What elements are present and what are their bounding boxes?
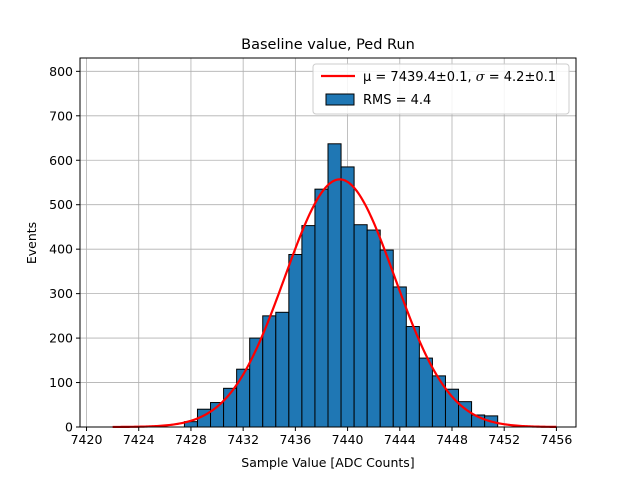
histogram-bar [236,368,251,428]
histogram-bar [431,375,446,428]
x-tick-label: 7428 [175,432,207,447]
gaussian-fit [112,178,557,429]
histogram-bar [379,249,394,428]
y-tick-label: 800 [49,64,73,79]
y-tick-label: 600 [49,153,73,168]
y-axis-ticks: 0 100 200 300 400 500 600 700 800 [49,64,80,435]
legend-fit-label: μ = 7439.4±0.1, σ = 4.2±0.1 [363,70,556,85]
y-tick-label: 500 [49,197,73,212]
axes-frame [79,57,577,428]
histogram-bar [340,166,355,428]
y-tick-label: 200 [49,331,73,346]
histogram-bar [444,388,460,428]
histogram-bar [353,224,368,428]
histogram-bar [405,326,420,428]
x-axis-ticks: 7420 7424 7428 7432 7436 7440 7444 7448 7452 7456 [71,427,573,447]
legend-histogram-swatch [325,93,355,106]
chart-title: Baseline value, Ped Run [241,37,415,53]
histogram-bar [301,225,316,428]
histogram-bar [288,254,303,428]
fit-curve [112,178,557,429]
legend: μ = 7439.4±0.1, σ = 4.2±0.1 RMS = 4.4 [312,63,570,115]
x-tick-label: 7440 [332,432,364,447]
y-tick-label: 400 [49,242,73,257]
x-tick-label: 7420 [71,432,103,447]
x-tick-label: 7444 [384,432,416,447]
histogram-bar [327,143,342,428]
y-tick-label: 100 [49,375,73,390]
y-axis-label: Events [24,222,39,264]
histogram-bar [275,311,290,428]
y-tick-label: 300 [49,286,73,301]
y-tick-label: 700 [49,108,73,123]
x-tick-label: 7452 [488,432,520,447]
x-tick-label: 7424 [123,432,155,447]
histogram-bar [392,286,407,428]
x-tick-label: 7448 [436,432,468,447]
histogram-bar [418,357,433,428]
x-axis-label: Sample Value [ADC Counts] [241,455,414,470]
x-tick-label: 7456 [541,432,573,447]
y-tick-label: 0 [65,420,73,435]
histogram-bar [314,188,329,428]
legend-box [312,63,570,115]
histogram-bar [366,229,381,428]
x-tick-label: 7436 [279,432,311,447]
x-tick-label: 7432 [227,432,259,447]
legend-histogram-label: RMS = 4.4 [363,93,431,108]
